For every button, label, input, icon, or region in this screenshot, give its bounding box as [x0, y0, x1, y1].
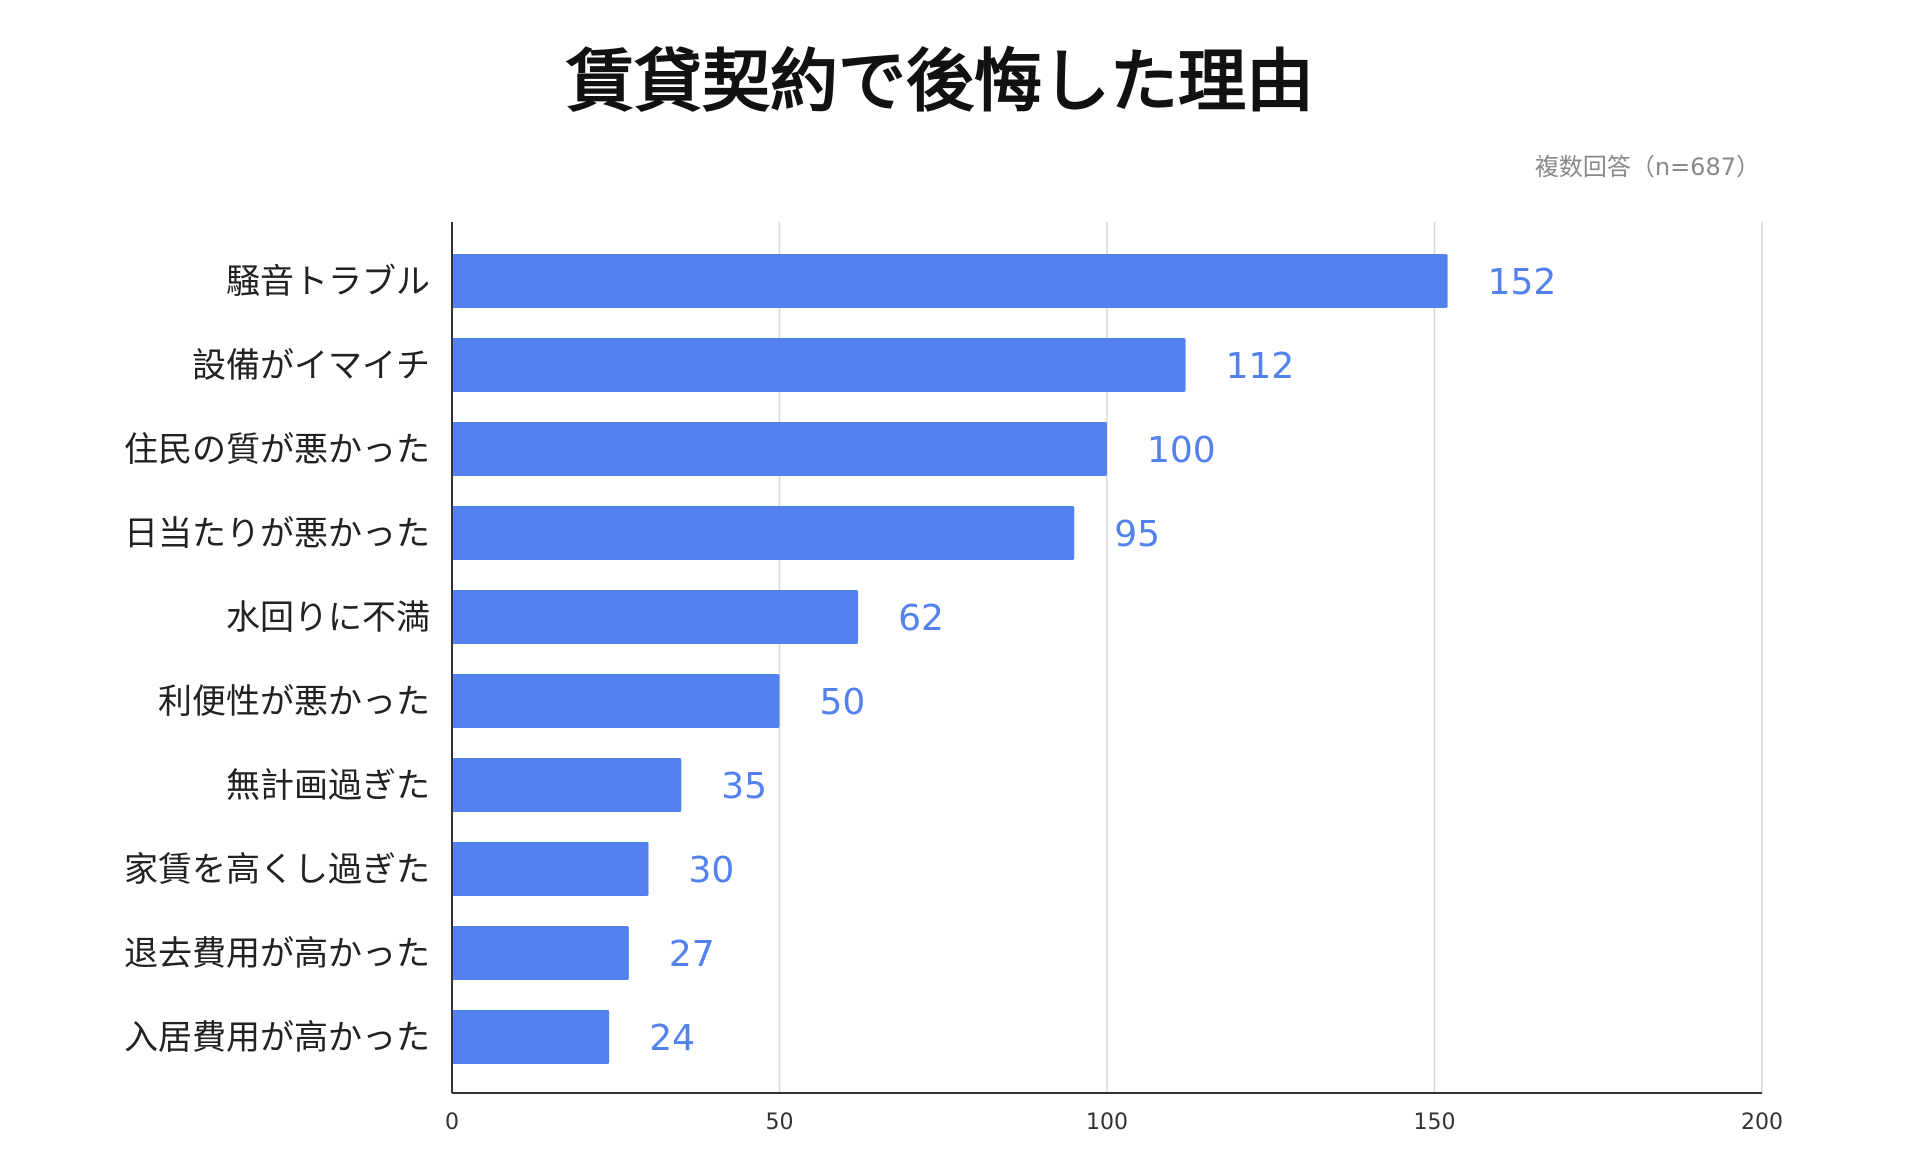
chart-subtitle: 複数回答（n=687） — [1535, 153, 1760, 181]
category-label: 無計画過ぎた — [226, 766, 430, 806]
data-label: 24 — [649, 1018, 695, 1059]
bar — [452, 674, 780, 728]
chart-title: 賃貸契約で後悔した理由 — [565, 43, 1314, 122]
x-tick-labels: 0 50 100 150 200 — [445, 1110, 1783, 1135]
bars — [452, 254, 1448, 1064]
category-label: 水回りに不満 — [226, 598, 430, 638]
x-tick-label: 0 — [445, 1110, 459, 1135]
category-label: 日当たりが悪かった — [124, 514, 430, 554]
data-label: 100 — [1147, 430, 1216, 471]
data-label: 62 — [898, 598, 944, 639]
bar — [452, 590, 859, 644]
category-labels: 騒音トラブル設備がイマイチ住民の質が悪かった日当たりが悪かった水回りに不満利便性… — [124, 262, 430, 1058]
data-label: 95 — [1114, 514, 1160, 555]
x-tick-label: 200 — [1741, 1110, 1783, 1135]
data-labels: 152 112 100 95 62 50 35 30 27 24 — [649, 262, 1556, 1059]
category-label: 利便性が悪かった — [158, 682, 430, 722]
bar — [452, 758, 682, 812]
bar — [452, 338, 1186, 392]
category-label: 家賃を高くし過ぎた — [124, 850, 430, 890]
data-label: 30 — [689, 850, 735, 891]
x-tick-label: 100 — [1086, 1110, 1128, 1135]
bar — [452, 506, 1075, 560]
category-label: 住民の質が悪かった — [124, 430, 430, 470]
x-tick-label: 150 — [1414, 1110, 1456, 1135]
data-label: 35 — [721, 766, 767, 807]
bar — [452, 926, 629, 980]
bar — [452, 842, 649, 896]
data-label: 27 — [669, 934, 715, 975]
bar — [452, 1010, 610, 1064]
category-label: 退去費用が高かった — [124, 934, 430, 974]
data-label: 50 — [820, 682, 866, 723]
category-label: 騒音トラブル — [226, 262, 430, 302]
bar — [452, 254, 1448, 308]
data-label: 152 — [1488, 262, 1557, 303]
category-label: 入居費用が高かった — [124, 1018, 430, 1058]
category-label: 設備がイマイチ — [192, 346, 430, 386]
x-tick-label: 50 — [766, 1110, 794, 1135]
bar — [452, 422, 1107, 476]
data-label: 112 — [1226, 346, 1295, 387]
